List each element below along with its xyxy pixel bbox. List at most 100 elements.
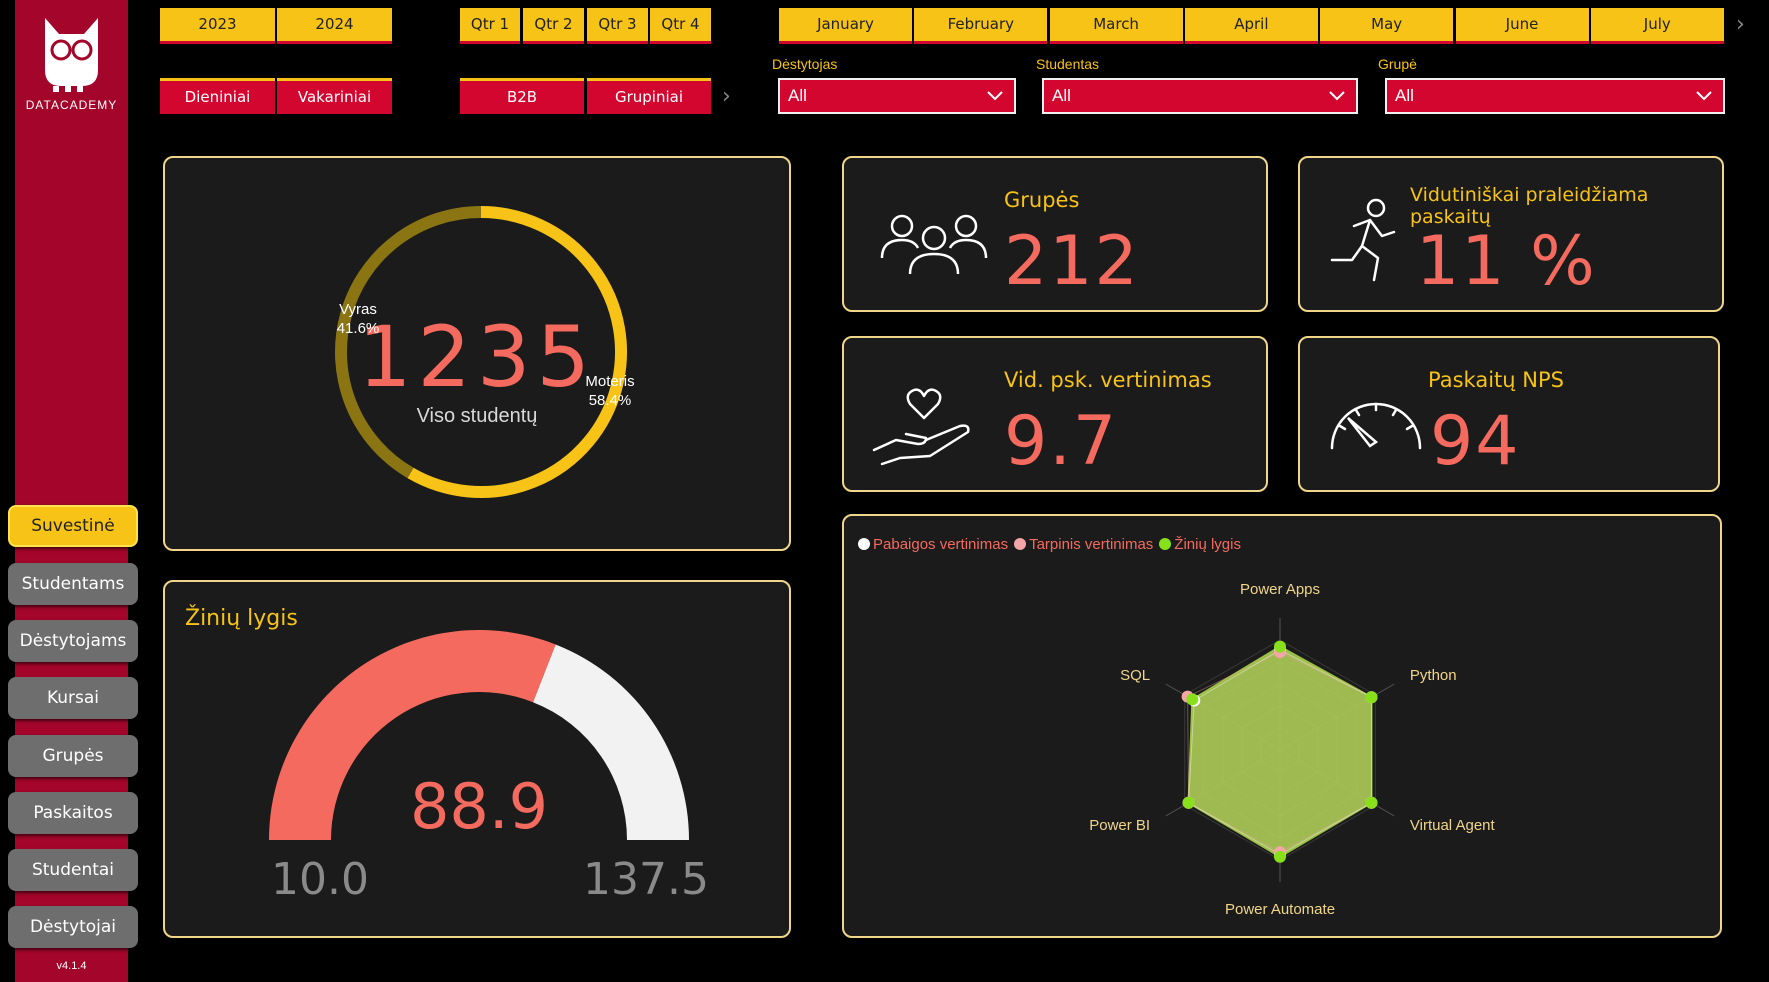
chevron-down-icon [1329,91,1345,101]
slicer-month-0[interactable]: January [779,8,912,44]
type-next-arrow[interactable]: › [722,84,731,109]
legend-dot-0 [858,538,870,550]
slicer-year-2023[interactable]: 2023 [160,8,275,44]
brand-wordmark: DATACADEMY [25,98,118,112]
slicer-qtr-2[interactable]: Qtr 2 [523,8,584,44]
people-icon [880,214,988,275]
slicer-qtr-3[interactable]: Qtr 3 [587,8,648,44]
legend-item-0[interactable]: Pabaigos vertinimas [858,536,1008,553]
absence-title: Vidutiniškai praleidžiama paskaitų [1410,184,1649,228]
knowledge-gauge [269,630,689,840]
male-label: Vyras 41.6% [323,300,393,338]
group-filter[interactable]: All [1385,78,1725,114]
version-label: v4.1.4 [56,960,87,972]
slicer-month-4[interactable]: May [1320,8,1454,44]
absence-value: 11 % [1416,222,1597,301]
slicer-b2b[interactable]: B2B [460,78,584,114]
slicer-month-2[interactable]: March [1049,8,1183,44]
donut-slice-male[interactable] [335,206,482,479]
legend-item-1[interactable]: Tarpinis vertinimas [1014,536,1153,553]
radar-axis-label: SQL [1120,667,1150,684]
slicer-dieniniai[interactable]: Dieniniai [160,78,275,114]
nav-button-5[interactable]: Paskaitos [8,792,138,834]
owl-icon [45,18,98,92]
radar-leader-line [1375,804,1395,817]
legend-dot-1 [1014,538,1027,550]
lecturer-filter[interactable]: All [778,78,1016,114]
rating-value: 9.7 [1004,402,1119,481]
radar-axis-label: Power BI [1089,817,1150,834]
female-label: Moteris 58.4% [577,372,643,410]
knowledge-max: 137.5 [583,854,709,905]
knowledge-value: 88.9 [409,770,549,843]
donut-slice-female[interactable] [407,206,627,498]
student-filter-value: All [1052,86,1071,105]
radar-axis-label: Power Apps [1240,581,1320,598]
student-filter-label: Studentas [1036,56,1100,72]
radar-point[interactable] [1274,850,1286,863]
lecturer-filter-label: Dėstytojas [772,56,838,72]
radar-leader-line [1165,804,1185,817]
radar-axis-label: Power Automate [1225,901,1335,918]
slicer-qtr-4[interactable]: Qtr 4 [650,8,711,44]
group-filter-label: Grupė [1378,56,1417,72]
nps-value: 94 [1430,402,1521,481]
gauge-track [532,644,689,840]
group-filter-value: All [1395,86,1414,105]
nps-card: Paskaitų NPS 94 [1298,336,1720,492]
slicer-vakariniai[interactable]: Vakariniai [277,78,392,114]
female-pct: 58.4% [588,392,632,409]
nav-button-6[interactable]: Studentai [8,849,138,891]
radar-leader-line [1165,683,1185,696]
heart-hand-icon [872,388,970,466]
groups-card: Grupės 212 [842,156,1268,312]
nav-button-1[interactable]: Studentams [8,563,138,605]
slicer-month-3[interactable]: April [1184,8,1318,44]
radar-legend: Pabaigos vertinimas Tarpinis vertinimas Ži… [858,536,1241,553]
absence-card: Vidutiniškai praleidžiama paskaitų 11 % [1298,156,1724,312]
slicer-qtr-1[interactable]: Qtr 1 [460,8,520,44]
radar-point[interactable] [1365,796,1378,809]
legend-label-2: Žinių lygis [1174,536,1241,553]
radar-point[interactable] [1365,691,1378,704]
slicer-grupiniai[interactable]: Grupiniai [587,78,711,114]
nav-button-0[interactable]: Suvestinė [8,505,138,547]
slicer-month-6[interactable]: July [1590,8,1724,44]
running-person-icon [1330,198,1396,282]
female-label-text: Moteris [585,373,635,390]
nav-button-7[interactable]: Dėstytojai [8,906,138,948]
groups-value: 212 [1004,222,1140,301]
radar-point[interactable] [1182,796,1195,809]
radar-point[interactable] [1274,640,1286,653]
slicer-year-2024[interactable]: 2024 [277,8,392,44]
slicer-month-5[interactable]: June [1455,8,1589,44]
slicer-month-1[interactable]: February [914,8,1048,44]
chevron-down-icon [987,91,1003,101]
nav-button-3[interactable]: Kursai [8,677,138,719]
gauge-value-arc[interactable] [269,630,556,840]
students-caption: Viso studentų [416,405,538,427]
radar-leader-line [1375,683,1395,696]
gender-donut-chart [335,206,627,498]
skills-radar-card: Pabaigos vertinimas Tarpinis vertinimas Ži… [842,514,1722,938]
legend-label-1: Tarpinis vertinimas [1029,536,1154,553]
radar-axis-label: Python [1410,667,1457,684]
student-filter[interactable]: All [1042,78,1358,114]
knowledge-title: Žinių lygis [185,606,298,631]
groups-title: Grupės [1004,188,1080,212]
rating-title: Vid. psk. vertinimas [1004,368,1212,392]
legend-label-0: Pabaigos vertinimas [873,536,1009,553]
male-label-text: Vyras [339,301,377,318]
students-card: 1235 Viso studentų Vyras 41.6% Moteris 5… [163,156,791,551]
nps-title: Paskaitų NPS [1428,368,1564,392]
chevron-down-icon [1696,91,1712,101]
nav-button-4[interactable]: Grupės [8,735,138,777]
nav-button-2[interactable]: Dėstytojams [8,620,138,662]
months-next-arrow[interactable]: › [1736,12,1745,37]
legend-item-2[interactable]: Žinių lygis [1159,536,1241,553]
male-pct: 41.6% [336,320,380,337]
radar-point[interactable] [1186,693,1199,706]
brand-logo: DATACADEMY [15,10,128,120]
radar-series-area [1187,645,1373,858]
knowledge-card: Žinių lygis 88.9 10.0 137.5 [163,580,791,938]
